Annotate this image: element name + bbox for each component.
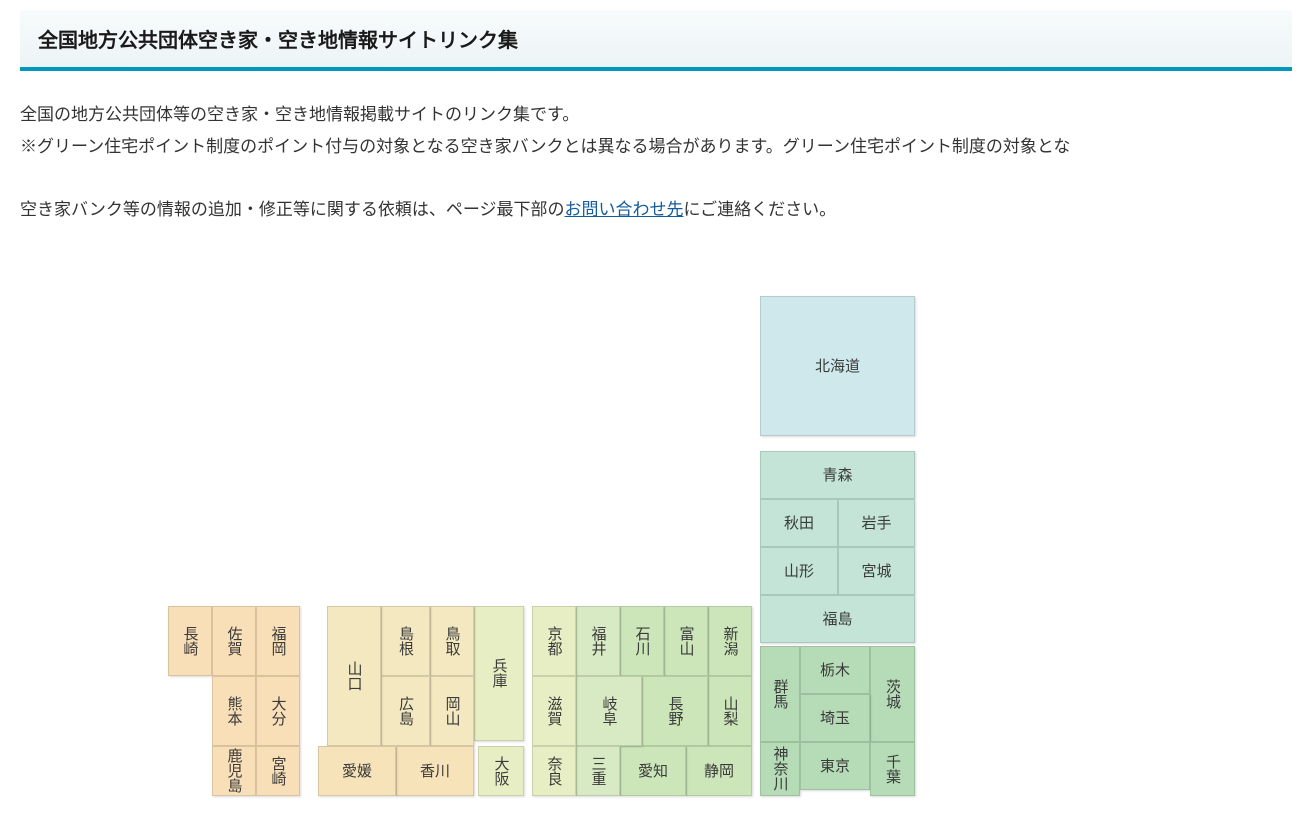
intro-p1: 全国の地方公共団体等の空き家・空き地情報掲載サイトのリンク集です。 [20, 99, 1312, 131]
intro-p3-a: 空き家バンク等の情報の追加・修正等に関する依頼は、ページ最下部の [20, 200, 565, 219]
prefecture-hyogo[interactable]: 兵庫 [474, 606, 524, 741]
prefecture-miyagi[interactable]: 宮城 [838, 547, 915, 595]
intro-p2: ※グリーン住宅ポイント制度のポイント付与の対象となる空き家バンクとは異なる場合が… [20, 131, 1312, 163]
prefecture-mie[interactable]: 三重 [576, 746, 620, 796]
prefecture-kagoshima[interactable]: 鹿児島 [212, 746, 256, 796]
prefecture-fukuoka[interactable]: 福岡 [256, 606, 300, 676]
prefecture-okayama[interactable]: 岡山 [430, 676, 474, 746]
prefecture-kanagawa[interactable]: 神奈川 [760, 742, 800, 796]
prefecture-nara[interactable]: 奈良 [532, 746, 576, 796]
prefecture-gifu[interactable]: 岐阜 [576, 676, 642, 746]
prefecture-yamagata[interactable]: 山形 [760, 547, 838, 595]
prefecture-oita[interactable]: 大分 [256, 676, 300, 746]
prefecture-kyoto[interactable]: 京都 [532, 606, 576, 676]
prefecture-ehime[interactable]: 愛媛 [318, 746, 396, 796]
page-title: 全国地方公共団体空き家・空き地情報サイトリンク集 [20, 10, 1292, 71]
prefecture-nagasaki[interactable]: 長崎 [168, 606, 212, 676]
prefecture-fukushima[interactable]: 福島 [760, 595, 915, 643]
prefecture-aichi[interactable]: 愛知 [620, 746, 686, 796]
prefecture-toyama[interactable]: 富山 [664, 606, 708, 676]
prefecture-akita[interactable]: 秋田 [760, 499, 838, 547]
prefecture-hokkaido[interactable]: 北海道 [760, 296, 915, 436]
prefecture-nagano[interactable]: 長野 [642, 676, 708, 746]
intro-p3-b: にご連絡ください。 [684, 200, 837, 219]
prefecture-saga[interactable]: 佐賀 [212, 606, 256, 676]
prefecture-shimane[interactable]: 島根 [381, 606, 430, 676]
japan-region-map: 北海道青森秋田岩手山形宮城福島群馬栃木茨城埼玉神奈川東京千葉 新潟富山石川山梨長野… [160, 296, 920, 796]
prefecture-osaka[interactable]: 大阪 [478, 746, 524, 796]
prefecture-gunma[interactable]: 群馬 [760, 646, 800, 742]
prefecture-kagawa[interactable]: 香川 [396, 746, 474, 796]
prefecture-tochigi[interactable]: 栃木 [800, 646, 870, 694]
prefecture-chiba[interactable]: 千葉 [870, 742, 915, 796]
prefecture-tokyo[interactable]: 東京 [800, 742, 870, 790]
prefecture-miyazaki[interactable]: 宮崎 [256, 746, 300, 796]
prefecture-hiroshima[interactable]: 広島 [381, 676, 430, 746]
prefecture-saitama[interactable]: 埼玉 [800, 694, 870, 742]
prefecture-iwate[interactable]: 岩手 [838, 499, 915, 547]
prefecture-yamanashi[interactable]: 山梨 [708, 676, 752, 746]
page-title-text: 全国地方公共団体空き家・空き地情報サイトリンク集 [38, 30, 518, 52]
contact-link[interactable]: お問い合わせ先 [565, 200, 684, 219]
prefecture-ishikawa[interactable]: 石川 [620, 606, 664, 676]
prefecture-ibaraki[interactable]: 茨城 [870, 646, 915, 742]
prefecture-niigata[interactable]: 新潟 [708, 606, 752, 676]
prefecture-fukui[interactable]: 福井 [576, 606, 620, 676]
intro-block: 全国の地方公共団体等の空き家・空き地情報掲載サイトのリンク集です。 ※グリーン住… [20, 99, 1312, 226]
prefecture-tottori[interactable]: 鳥取 [430, 606, 474, 676]
prefecture-shiga[interactable]: 滋賀 [532, 676, 576, 746]
intro-p3: 空き家バンク等の情報の追加・修正等に関する依頼は、ページ最下部のお問い合わせ先に… [20, 194, 1312, 226]
prefecture-kumamoto[interactable]: 熊本 [212, 676, 256, 746]
prefecture-aomori[interactable]: 青森 [760, 451, 915, 499]
prefecture-yamaguchi[interactable]: 山口 [327, 606, 381, 746]
prefecture-shizuoka[interactable]: 静岡 [686, 746, 752, 796]
